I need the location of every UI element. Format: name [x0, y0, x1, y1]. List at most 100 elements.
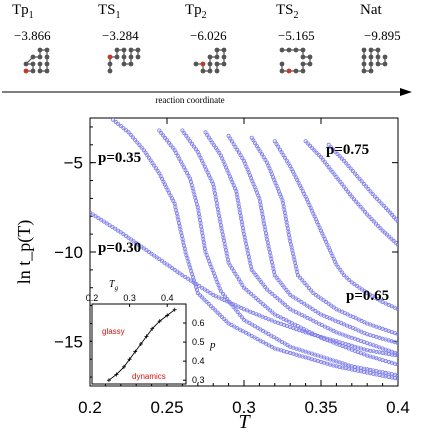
data-point — [164, 262, 169, 267]
data-point — [231, 269, 236, 274]
data-point — [368, 189, 373, 194]
data-point — [200, 295, 205, 300]
conformation-bead — [193, 61, 199, 67]
data-point — [116, 122, 121, 127]
data-point — [226, 260, 231, 265]
data-point — [304, 303, 309, 308]
data-point — [283, 302, 288, 307]
data-point — [182, 131, 187, 136]
conformation-bead — [300, 61, 306, 67]
stage-energy-4: −5.165 — [278, 28, 315, 43]
data-point — [299, 299, 304, 304]
conformation-bead — [121, 61, 127, 67]
data-point — [285, 304, 290, 309]
data-point — [157, 257, 162, 262]
data-point — [118, 124, 123, 129]
data-point — [205, 289, 210, 294]
data-point — [252, 335, 257, 340]
data-point — [281, 153, 286, 158]
data-point — [217, 312, 222, 317]
data-point — [321, 298, 326, 303]
data-point — [357, 176, 362, 181]
data-point — [362, 209, 367, 214]
data-point — [329, 303, 334, 308]
conformation-bead — [207, 68, 213, 74]
conformation-bead — [221, 47, 227, 53]
data-point — [139, 244, 144, 249]
data-point — [359, 179, 364, 184]
data-point — [389, 304, 394, 309]
data-point — [296, 298, 301, 303]
data-point — [277, 298, 282, 303]
data-point — [260, 302, 265, 307]
data-point — [389, 236, 394, 241]
stage-name-4: TS2 — [276, 2, 299, 21]
data-point — [181, 165, 186, 170]
data-point — [189, 141, 194, 146]
conformation-bead — [368, 54, 374, 60]
data-point — [312, 148, 317, 153]
data-point — [394, 217, 398, 222]
conformation-bead — [214, 54, 220, 60]
inset-y-tick-label: 0.6 — [192, 318, 205, 328]
data-point — [369, 217, 374, 222]
data-point — [90, 212, 95, 217]
data-point — [236, 150, 241, 155]
data-point — [347, 277, 352, 282]
data-point — [211, 306, 216, 311]
reaction-axis-arrowhead — [400, 88, 412, 96]
data-point — [280, 300, 285, 305]
conformation-bead — [375, 47, 381, 53]
data-point — [184, 133, 189, 138]
conformation-chain — [24, 49, 48, 72]
data-point — [163, 135, 168, 140]
data-point — [180, 273, 185, 278]
data-point — [231, 304, 236, 309]
data-point — [168, 143, 173, 148]
data-point — [261, 282, 266, 287]
data-point — [272, 139, 277, 144]
conformation-bead — [307, 61, 313, 67]
data-point — [387, 234, 392, 239]
inset-y-title: p — [209, 339, 216, 351]
conformation-bead — [30, 61, 36, 67]
stage-energy-1: −3.866 — [14, 28, 51, 43]
data-point — [90, 210, 92, 215]
series-layer — [90, 118, 398, 381]
conformation-bead — [44, 61, 50, 67]
data-point — [228, 263, 233, 268]
data-point — [233, 144, 238, 149]
data-point — [144, 248, 149, 253]
data-point — [235, 274, 240, 279]
data-point — [251, 270, 256, 275]
data-point — [396, 341, 398, 346]
data-point — [349, 280, 354, 285]
data-point — [305, 141, 310, 146]
series-line-p0.7 — [305, 140, 398, 246]
data-point — [396, 307, 398, 312]
data-point — [307, 143, 312, 148]
data-point — [96, 216, 101, 221]
data-point — [123, 233, 128, 238]
data-point — [396, 351, 398, 356]
data-point — [268, 308, 273, 313]
data-point — [239, 315, 244, 320]
data-point — [164, 138, 169, 143]
data-point — [316, 294, 321, 299]
data-point — [378, 226, 383, 231]
data-point — [226, 133, 231, 138]
data-point — [259, 280, 264, 285]
conformation-bead — [382, 54, 388, 60]
data-point — [376, 223, 381, 228]
conformation-bead — [37, 68, 43, 74]
data-point — [235, 310, 240, 315]
inset-plot: 0.2 0.3 0.4 0.6 0.5 0.4 0.3 Tg p glassy dynami… — [86, 279, 216, 385]
data-point — [373, 221, 378, 226]
data-point — [199, 285, 204, 290]
data-point — [227, 299, 232, 304]
data-point — [344, 161, 349, 166]
inset-label-dynamics: dynamics — [132, 372, 166, 381]
conformation-bead — [30, 68, 36, 74]
data-point — [131, 239, 136, 244]
data-point — [233, 271, 238, 276]
